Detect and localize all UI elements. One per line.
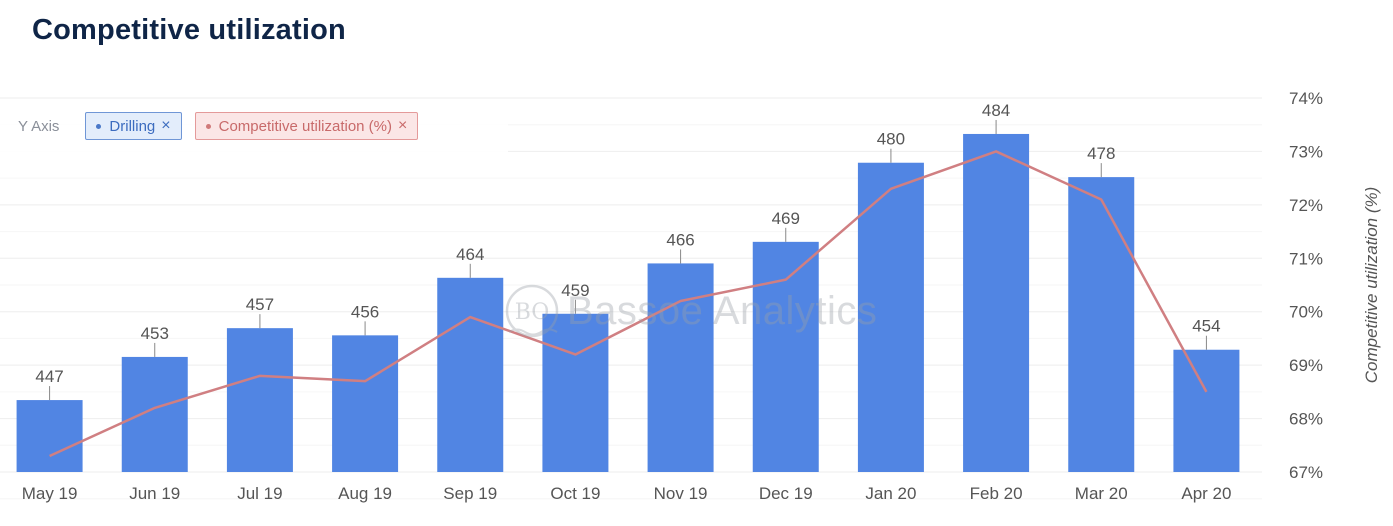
utilization-line <box>49 150 1208 458</box>
data-label: 457 <box>246 295 274 314</box>
watermark-mark: BO <box>515 300 550 325</box>
right-y-axis: 67% 68% 69% 70% 71% 72% 73% 74% Competitive util… <box>1289 89 1381 482</box>
data-label: 480 <box>877 130 905 149</box>
x-tick-label: Feb 20 <box>970 484 1023 503</box>
close-icon[interactable]: × <box>161 117 171 134</box>
legend-chip-utilization[interactable]: Competitive utilization (%) × <box>194 112 419 140</box>
x-tick-label: Nov 19 <box>654 484 708 503</box>
bar <box>1173 349 1240 472</box>
close-icon[interactable]: × <box>398 117 408 134</box>
watermark: BO Bassoe Analytics <box>503 282 877 340</box>
watermark-text: Bassoe Analytics <box>567 288 878 333</box>
gridlines <box>0 97 1262 500</box>
bar <box>1068 177 1135 472</box>
x-tick-label: Mar 20 <box>1075 484 1128 503</box>
legend-chip-drilling[interactable]: Drilling × <box>85 112 182 140</box>
x-axis: May 19 Jun 19 Jul 19 Aug 19 Sep 19 Oct 19 Nov … <box>22 484 1232 503</box>
y-tick-label: 67% <box>1289 463 1323 482</box>
data-label: 464 <box>456 245 484 264</box>
chart-title: Competitive utilization <box>32 14 346 46</box>
anchor-logo-icon: BO <box>505 284 559 338</box>
bar <box>963 133 1030 472</box>
data-labels: 447 453 457 456 464 459 466 469 480 484 478 454 <box>35 101 1221 401</box>
legend-label: Y Axis <box>18 117 60 135</box>
y-axis-legend: Y Axis Drilling × Competitive utilizatio… <box>0 100 508 152</box>
y-tick-label: 71% <box>1289 249 1323 268</box>
series-dot-icon <box>205 123 211 129</box>
y-tick-label: 72% <box>1289 196 1323 215</box>
data-label: 466 <box>666 230 694 249</box>
data-label: 484 <box>982 101 1010 120</box>
bar <box>647 263 714 472</box>
x-tick-label: Sep 19 <box>443 484 497 503</box>
x-tick-label: Dec 19 <box>759 484 813 503</box>
bar <box>752 241 819 472</box>
bar <box>16 400 83 472</box>
y-tick-label: 73% <box>1289 142 1323 161</box>
bar <box>437 277 504 472</box>
legend-chip-label: Drilling <box>109 117 156 135</box>
data-label: 456 <box>351 302 379 321</box>
x-tick-label: Aug 19 <box>338 484 392 503</box>
bar <box>332 335 399 472</box>
y-tick-label: 68% <box>1289 410 1323 429</box>
bar <box>121 356 188 472</box>
data-label: 459 <box>561 281 589 300</box>
x-tick-label: May 19 <box>22 484 78 503</box>
x-tick-label: Jan 20 <box>865 484 916 503</box>
y-tick-label: 74% <box>1289 89 1323 108</box>
series-dot-icon <box>96 123 102 129</box>
data-label: 447 <box>35 367 63 386</box>
x-tick-label: Jun 19 <box>129 484 180 503</box>
bar <box>226 328 293 472</box>
data-label: 453 <box>141 324 169 343</box>
line-series <box>49 150 1208 458</box>
bar <box>857 162 924 472</box>
x-tick-label: Apr 20 <box>1181 484 1231 503</box>
y-tick-label: 70% <box>1289 303 1323 322</box>
legend-chip-label: Competitive utilization (%) <box>218 117 393 135</box>
data-label: 469 <box>772 209 800 228</box>
x-tick-label: Jul 19 <box>237 484 282 503</box>
y-tick-label: 69% <box>1289 356 1323 375</box>
data-label: 454 <box>1192 317 1220 336</box>
y-axis-title: Competitive utilization (%) <box>1362 187 1381 384</box>
bars-series <box>16 133 1240 472</box>
data-label: 478 <box>1087 144 1115 163</box>
x-tick-label: Oct 19 <box>550 484 600 503</box>
bar <box>542 313 609 472</box>
